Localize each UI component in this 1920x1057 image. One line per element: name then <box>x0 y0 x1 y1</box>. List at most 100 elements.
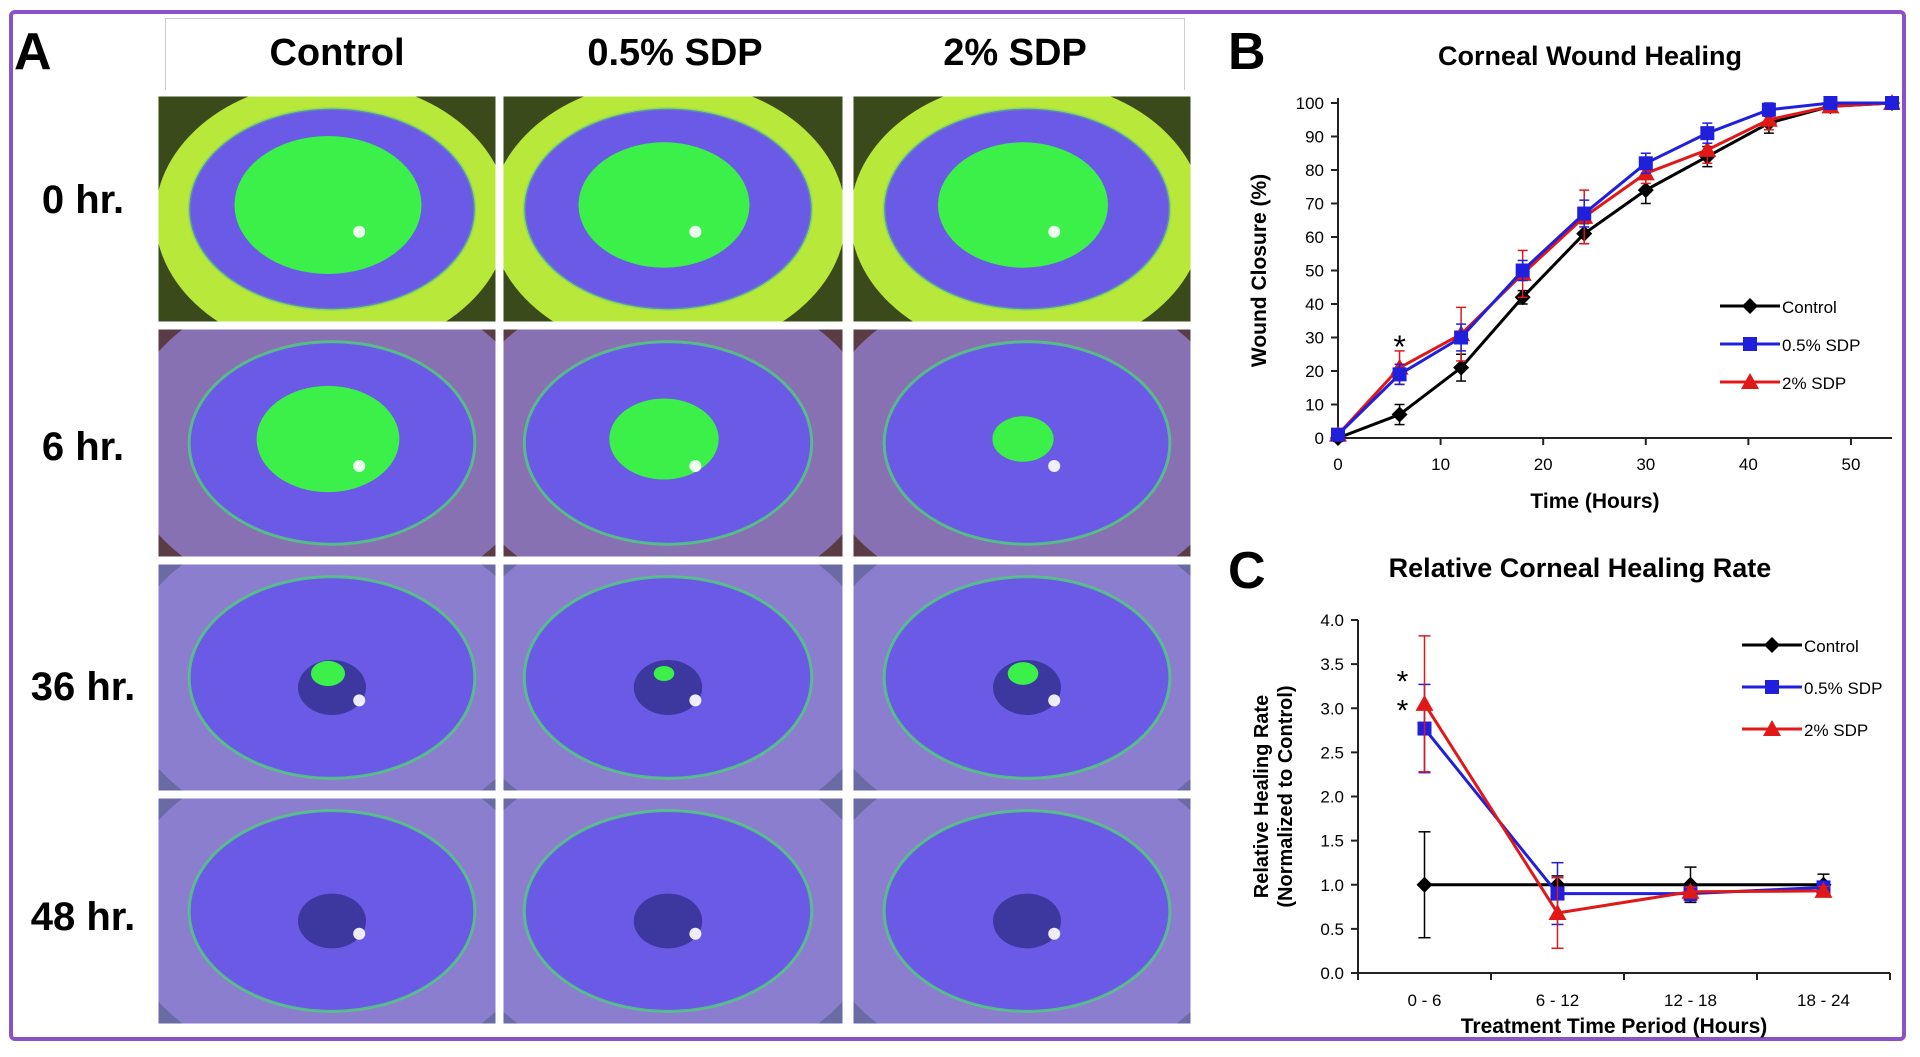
data-point <box>1392 367 1407 382</box>
panel-c-label: C <box>1228 542 1266 600</box>
pupil <box>633 660 703 715</box>
series-1 <box>1331 96 1899 442</box>
eye-photo-r1-c1 <box>502 328 844 558</box>
light-reflection <box>1048 225 1061 238</box>
cornea-rim <box>522 340 814 546</box>
x-tick-label: 6 - 12 <box>1536 991 1579 1010</box>
data-point <box>1637 182 1654 199</box>
legend-marker <box>1765 680 1779 694</box>
eye-photo-image <box>157 95 497 323</box>
light-reflection <box>689 225 702 238</box>
wound-stain <box>938 142 1108 268</box>
legend-marker <box>1763 720 1781 736</box>
row-label-6hr: 6 hr. <box>41 425 125 469</box>
light-reflection <box>1048 460 1061 472</box>
data-point <box>1638 156 1653 171</box>
chart-wound-healing: Corneal Wound Healing 0 10 20 30 40 50 60 70 80 90… <box>1248 41 1900 513</box>
chart-title: Relative Corneal Healing Rate <box>1389 553 1772 583</box>
eye-photo-image <box>157 797 497 1025</box>
wound-stain <box>609 398 719 480</box>
data-point <box>1885 96 1899 110</box>
series-line <box>1423 727 1824 896</box>
eye-photo-image <box>157 563 497 792</box>
data-point <box>1681 882 1700 899</box>
eye-photo-image <box>502 95 844 323</box>
cornea-rim <box>882 575 1172 780</box>
eye-photo-image <box>502 328 844 558</box>
chart-title: Corneal Wound Healing <box>1438 41 1742 71</box>
pupil <box>298 893 366 949</box>
data-point <box>1823 96 1838 110</box>
eye-photo-r0-c0 <box>157 95 497 323</box>
data-point <box>1454 330 1469 345</box>
eye-photo-image <box>502 563 844 792</box>
row-label-0hr: 0 hr. <box>41 178 125 222</box>
y-tick-label: 4.0 <box>1320 611 1344 630</box>
legend-marker <box>1743 337 1757 351</box>
y-tick-label: 2.0 <box>1320 788 1344 807</box>
series-line <box>1423 703 1824 915</box>
row-label-36hr: 36 hr. <box>30 665 136 709</box>
data-point <box>1698 140 1717 157</box>
y-tick-label: 50 <box>1305 262 1324 281</box>
panel-a-label: A <box>14 23 52 81</box>
y-tick-label: 2.5 <box>1320 743 1344 762</box>
x-tick-label: 30 <box>1636 455 1655 474</box>
y-tick-label: 1.5 <box>1320 832 1344 851</box>
eye-photo-image <box>852 563 1192 792</box>
series-2 <box>1415 635 1833 950</box>
figure-frame <box>9 10 1906 1041</box>
eye-photo-image <box>852 797 1192 1025</box>
wound-stain <box>653 665 675 682</box>
data-point <box>1759 110 1778 127</box>
y-axis-label: Wound Closure (%) <box>1248 174 1271 367</box>
y-tick-label: 3.0 <box>1320 699 1344 718</box>
cornea-rim <box>522 107 814 311</box>
pupil <box>633 893 703 949</box>
cornea-rim <box>522 575 814 780</box>
y-tick-label: 0.5 <box>1320 920 1344 939</box>
light-reflection <box>689 460 702 472</box>
data-point <box>1416 876 1433 893</box>
x-tick-label: 40 <box>1739 455 1758 474</box>
data-point <box>1415 694 1434 711</box>
data-point <box>1577 206 1592 221</box>
eye-photo-r3-c1 <box>502 797 844 1025</box>
legend-label: Control <box>1782 298 1837 317</box>
eye-photo-r3-c2 <box>852 797 1192 1025</box>
cornea-rim <box>882 340 1172 546</box>
col-header-control: Control <box>269 32 405 74</box>
wound-stain <box>992 416 1054 462</box>
eye-photo-r2-c2 <box>852 563 1192 792</box>
eye-photo-r0-c2 <box>852 95 1192 323</box>
y-tick-label: 60 <box>1305 228 1324 247</box>
col-header-sdp05: 0.5% SDP <box>587 32 763 74</box>
series-line <box>1336 101 1893 436</box>
legend-label: Control <box>1804 637 1859 656</box>
legend-marker <box>1764 637 1780 653</box>
col-header-sdp2: 2% SDP <box>943 32 1087 74</box>
light-reflection <box>689 694 702 707</box>
legend-label: 2% SDP <box>1804 721 1868 740</box>
cornea-rim <box>187 107 477 311</box>
x-tick-label: 50 <box>1842 455 1861 474</box>
wound-stain <box>234 136 422 274</box>
light-reflection <box>353 225 366 238</box>
data-point <box>1515 263 1530 278</box>
y-tick-label: 90 <box>1305 128 1324 147</box>
wound-stain <box>578 142 750 268</box>
column-header-box <box>165 18 1185 90</box>
wound-stain <box>256 385 400 493</box>
series-line <box>1336 101 1892 436</box>
x-tick-label: 0 <box>1333 455 1342 474</box>
data-point <box>1548 903 1567 920</box>
y-tick-label: 80 <box>1305 161 1324 180</box>
significance-marker: * <box>1393 329 1405 365</box>
wound-stain <box>311 660 345 687</box>
cornea-rim <box>882 107 1172 311</box>
y-tick-label: 30 <box>1305 329 1324 348</box>
eye-photo-r2-c1 <box>502 563 844 792</box>
eye-photo-r1-c2 <box>852 328 1192 558</box>
series-1 <box>1417 683 1831 926</box>
cornea-rim <box>187 809 477 1013</box>
